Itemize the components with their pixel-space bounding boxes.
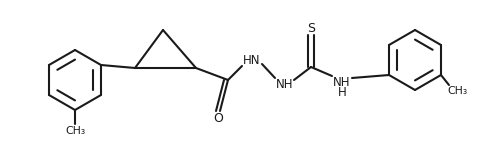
Text: HN: HN bbox=[243, 53, 261, 66]
Text: NH: NH bbox=[333, 75, 351, 89]
Text: H: H bbox=[337, 86, 346, 99]
Text: S: S bbox=[307, 21, 315, 34]
Text: CH₃: CH₃ bbox=[447, 86, 467, 96]
Text: NH: NH bbox=[276, 78, 294, 90]
Text: O: O bbox=[213, 111, 223, 124]
Text: CH₃: CH₃ bbox=[65, 126, 85, 136]
